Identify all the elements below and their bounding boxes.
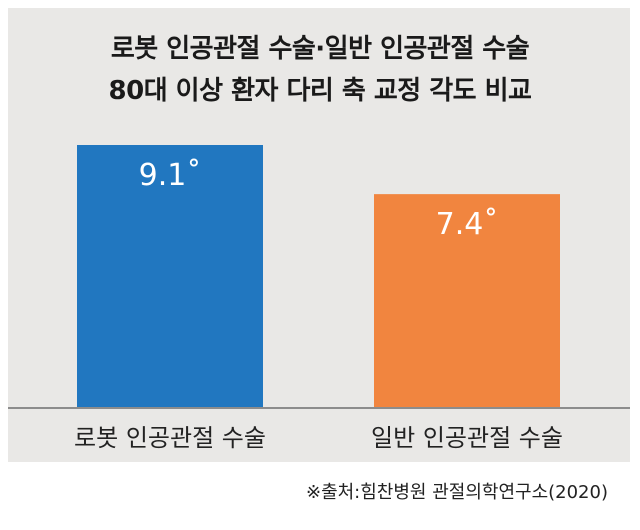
category-label-2: 일반 인공관절 수술: [371, 424, 563, 452]
source-text: ※출처:힘찬병원 관절의학연구소(2020): [305, 482, 608, 503]
category-label-1: 로봇 인공관절 수술: [74, 424, 266, 452]
bar-chart: 9.1˚ 로봇 인공관절 수술 7.4˚ 일반 인공관절 수술: [8, 145, 630, 452]
bars-layer: [77, 145, 560, 408]
labels-layer: 9.1˚ 로봇 인공관절 수술 7.4˚ 일반 인공관절 수술: [74, 158, 563, 452]
chart-title-line-2: 80대 이상 환자 다리 축 교정 각도 비교: [108, 76, 532, 106]
chart-title-line-1: 로봇 인공관절 수술·일반 인공관절 수술: [110, 34, 530, 64]
bar-2: [374, 194, 560, 408]
bar-1: [77, 145, 263, 408]
bar-value-label-2: 7.4˚: [436, 207, 499, 242]
source-footer: ※출처:힘찬병원 관절의학연구소(2020): [8, 462, 630, 520]
bar-value-label-1: 9.1˚: [139, 158, 202, 193]
